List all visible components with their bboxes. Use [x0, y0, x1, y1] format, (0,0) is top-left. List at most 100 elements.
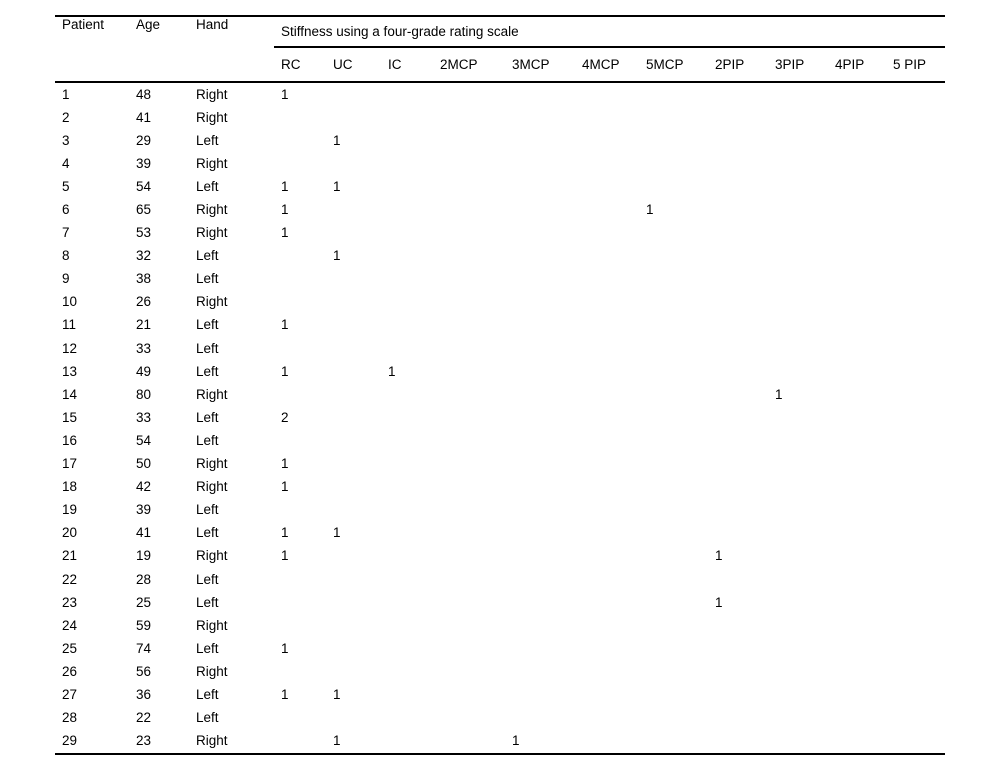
- cell-5mcp: [639, 637, 708, 660]
- cell-4mcp: [575, 476, 639, 499]
- cell-5pip: [886, 82, 945, 106]
- cell-ic: [381, 545, 433, 568]
- cell-ic: [381, 429, 433, 452]
- table-row: 8 32 Left 1: [55, 245, 945, 268]
- cell-rc: [274, 106, 326, 129]
- cell-2mcp: [433, 591, 505, 614]
- cell-3pip: [768, 476, 828, 499]
- cell-2pip: [708, 707, 768, 730]
- cell-4mcp: [575, 637, 639, 660]
- cell-2pip: [708, 314, 768, 337]
- table-row: 1 48 Right 1: [55, 82, 945, 106]
- cell-4mcp: [575, 198, 639, 221]
- cell-4mcp: [575, 568, 639, 591]
- cell-2mcp: [433, 568, 505, 591]
- cell-2mcp: [433, 476, 505, 499]
- cell-5mcp: [639, 476, 708, 499]
- cell-ic: [381, 106, 433, 129]
- stiffness-table: Patient Age Hand Stiffness using a four-…: [55, 15, 946, 755]
- cell-hand: Left: [196, 502, 219, 518]
- cell-4pip: [828, 106, 886, 129]
- cell-5pip: [886, 222, 945, 245]
- cell-3pip: [768, 707, 828, 730]
- cell-2mcp: [433, 429, 505, 452]
- cell-4mcp: [575, 152, 639, 175]
- cell-age: 54: [136, 178, 152, 194]
- cell-3pip: [768, 245, 828, 268]
- cell-5mcp: [639, 730, 708, 754]
- cell-5mcp: [639, 383, 708, 406]
- cell-3pip: [768, 499, 828, 522]
- cell-3mcp: [505, 522, 575, 545]
- cell-ic: [381, 222, 433, 245]
- cell-hand: Right: [196, 86, 228, 102]
- cell-4mcp: [575, 314, 639, 337]
- cell-3mcp: [505, 82, 575, 106]
- cell-3pip: [768, 129, 828, 152]
- cell-age: 48: [136, 86, 152, 102]
- cell-2mcp: [433, 522, 505, 545]
- cell-age: 36: [136, 686, 152, 702]
- cell-3mcp: [505, 614, 575, 637]
- cell-4pip: [828, 291, 886, 314]
- cell-uc: [326, 268, 381, 291]
- cell-3pip: [768, 360, 828, 383]
- cell-rc: 1: [281, 202, 289, 218]
- cell-4mcp: [575, 707, 639, 730]
- cell-5mcp: [639, 82, 708, 106]
- cell-5mcp: [639, 129, 708, 152]
- cell-uc: 1: [333, 733, 341, 749]
- cell-2pip: [708, 337, 768, 360]
- cell-age: 23: [136, 733, 152, 749]
- cell-4mcp: [575, 175, 639, 198]
- cell-5pip: [886, 429, 945, 452]
- cell-3mcp: [505, 499, 575, 522]
- cell-4pip: [828, 730, 886, 754]
- cell-2pip: [708, 453, 768, 476]
- cell-age: 33: [136, 340, 152, 356]
- cell-4pip: [828, 429, 886, 452]
- cell-2mcp: [433, 730, 505, 754]
- cell-5pip: [886, 337, 945, 360]
- cell-2mcp: [433, 198, 505, 221]
- table-row: 10 26 Right: [55, 291, 945, 314]
- cell-4pip: [828, 522, 886, 545]
- cell-ic: [381, 82, 433, 106]
- cell-age: 25: [136, 594, 152, 610]
- cell-patient: 2: [62, 109, 70, 125]
- cell-2mcp: [433, 245, 505, 268]
- column-header-patient: Patient: [55, 16, 129, 83]
- cell-4pip: [828, 198, 886, 221]
- cell-patient: 25: [62, 640, 78, 656]
- cell-rc: 1: [281, 317, 289, 333]
- cell-age: 19: [136, 548, 152, 564]
- cell-patient: 19: [62, 502, 78, 518]
- cell-rc: 1: [281, 640, 289, 656]
- cell-4pip: [828, 406, 886, 429]
- cell-uc: [326, 222, 381, 245]
- cell-4mcp: [575, 730, 639, 754]
- cell-rc: 1: [281, 548, 289, 564]
- cell-5mcp: [639, 175, 708, 198]
- cell-age: 22: [136, 710, 152, 726]
- cell-patient: 23: [62, 594, 78, 610]
- cell-2pip: [708, 522, 768, 545]
- cell-4mcp: [575, 245, 639, 268]
- cell-3mcp: 1: [512, 733, 520, 749]
- cell-4pip: [828, 175, 886, 198]
- cell-age: 29: [136, 132, 152, 148]
- cell-patient: 16: [62, 432, 78, 448]
- cell-rc: [274, 152, 326, 175]
- sub-column-header-5pip: 5 PIP: [886, 47, 946, 83]
- cell-5pip: [886, 268, 945, 291]
- cell-3pip: [768, 406, 828, 429]
- cell-5pip: [886, 730, 945, 754]
- cell-hand: Right: [196, 617, 228, 633]
- cell-rc: 1: [281, 225, 289, 241]
- cell-5pip: [886, 245, 945, 268]
- cell-5pip: [886, 383, 945, 406]
- cell-patient: 10: [62, 294, 78, 310]
- cell-5mcp: [639, 453, 708, 476]
- cell-rc: [274, 383, 326, 406]
